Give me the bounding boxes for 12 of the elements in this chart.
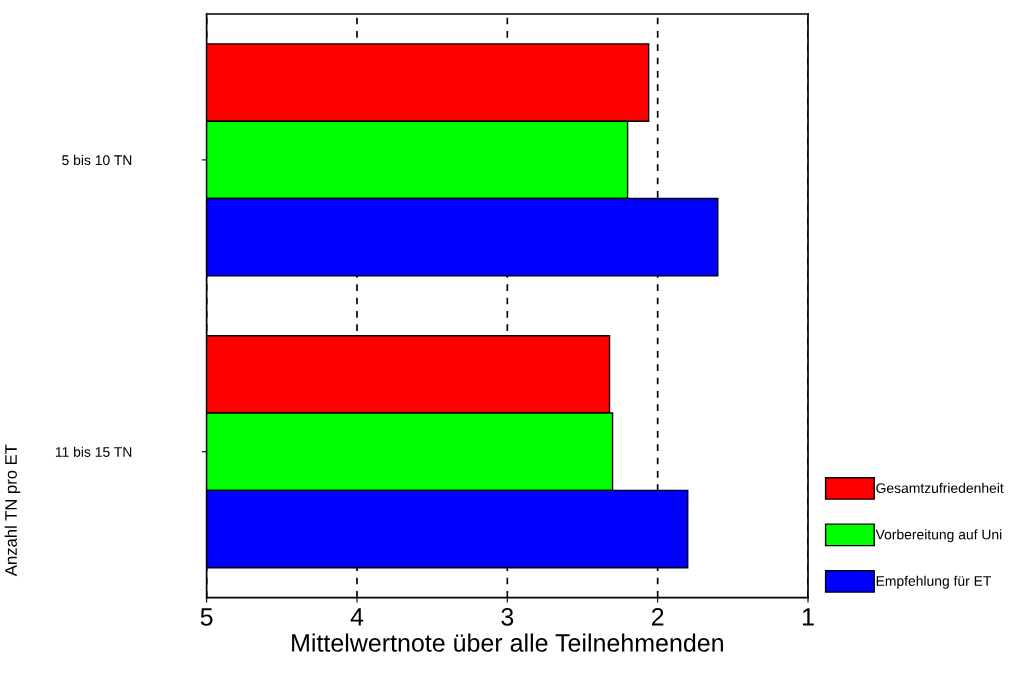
x-tick-label: 5 [200,608,213,626]
x-tick-label: 4 [350,608,364,626]
legend-label: Empfehlung für ET [876,575,992,589]
x-axis-title: Mittelwertnote über alle Teilnehmenden [292,633,723,652]
x-tick-label: 2 [651,608,664,626]
legend-label: Gesamtzufriedenheit [876,482,1004,493]
y-axis-title: Anzahl TN pro ET [4,444,21,577]
y-tick-label: 5 bis 10 TN [62,154,132,166]
legend-label: Vorbereitung auf Uni [875,529,1002,543]
y-tick-label: 11 bis 15 TN [55,446,132,457]
x-tick-label: 3 [501,608,514,626]
x-tick-label: 1 [802,608,814,626]
